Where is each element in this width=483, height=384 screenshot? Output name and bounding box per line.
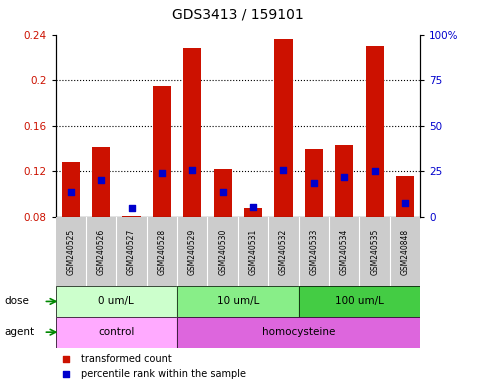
Bar — [335, 145, 354, 217]
Point — [188, 167, 196, 173]
Bar — [177, 217, 208, 286]
Bar — [86, 217, 116, 286]
Text: GSM240534: GSM240534 — [340, 228, 349, 275]
Text: GSM240535: GSM240535 — [370, 228, 379, 275]
Text: control: control — [98, 327, 134, 337]
Bar — [62, 162, 80, 217]
Bar — [56, 317, 177, 348]
Point — [158, 169, 166, 175]
Text: GSM240529: GSM240529 — [188, 228, 197, 275]
Text: 0 um/L: 0 um/L — [99, 296, 134, 306]
Bar — [183, 48, 201, 217]
Text: GSM240526: GSM240526 — [97, 228, 106, 275]
Point — [280, 167, 287, 173]
Text: percentile rank within the sample: percentile rank within the sample — [81, 369, 246, 379]
Bar — [366, 46, 384, 217]
Text: GSM240532: GSM240532 — [279, 228, 288, 275]
Text: GSM240525: GSM240525 — [66, 228, 75, 275]
Bar — [305, 149, 323, 217]
Bar — [396, 176, 414, 217]
Point — [401, 200, 409, 206]
Bar — [116, 217, 147, 286]
Point — [97, 177, 105, 184]
Bar — [177, 286, 298, 317]
Text: GSM240848: GSM240848 — [400, 228, 410, 275]
Bar — [56, 286, 177, 317]
Text: GSM240531: GSM240531 — [249, 228, 257, 275]
Text: 100 um/L: 100 um/L — [335, 296, 384, 306]
Bar — [56, 317, 177, 348]
Bar — [56, 286, 177, 317]
Bar — [298, 286, 420, 317]
Bar — [244, 208, 262, 217]
Text: GDS3413 / 159101: GDS3413 / 159101 — [172, 7, 304, 21]
Point — [341, 174, 348, 180]
Bar — [177, 317, 420, 348]
Text: GSM240530: GSM240530 — [218, 228, 227, 275]
Point — [219, 189, 227, 195]
Point — [333, 310, 341, 316]
Text: homocysteine: homocysteine — [262, 327, 335, 337]
Point — [371, 168, 379, 174]
Bar — [92, 147, 110, 217]
Bar — [359, 217, 390, 286]
Bar — [153, 86, 171, 217]
Bar — [390, 217, 420, 286]
Point — [333, 166, 341, 172]
Bar — [177, 317, 420, 348]
Bar — [329, 217, 359, 286]
Bar — [177, 286, 298, 317]
Text: GSM240527: GSM240527 — [127, 228, 136, 275]
Text: transformed count: transformed count — [81, 354, 172, 364]
Text: dose: dose — [5, 296, 30, 306]
Point — [67, 189, 74, 195]
Text: 10 um/L: 10 um/L — [217, 296, 259, 306]
Bar — [147, 217, 177, 286]
Bar — [213, 169, 232, 217]
Bar — [298, 217, 329, 286]
Bar — [238, 217, 268, 286]
Point — [249, 204, 257, 210]
Bar — [298, 286, 420, 317]
Bar — [56, 217, 86, 286]
Point — [128, 205, 135, 211]
Bar — [268, 217, 298, 286]
Text: GSM240528: GSM240528 — [157, 228, 167, 275]
Text: agent: agent — [5, 327, 35, 337]
Point — [310, 180, 318, 186]
Bar — [274, 39, 293, 217]
Bar — [208, 217, 238, 286]
Text: GSM240533: GSM240533 — [309, 228, 318, 275]
Bar — [122, 216, 141, 217]
